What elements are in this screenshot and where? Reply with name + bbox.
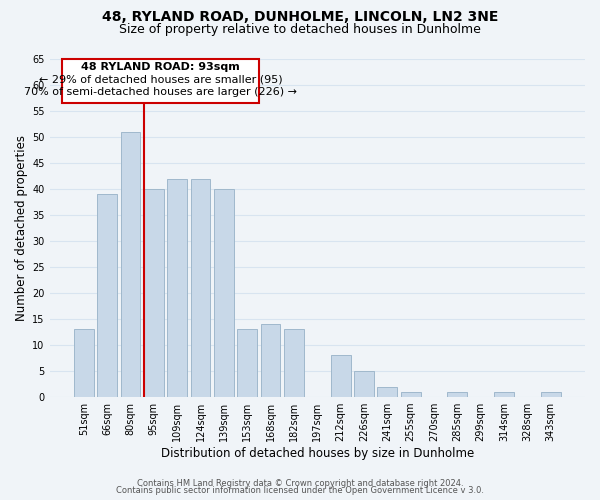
Text: Size of property relative to detached houses in Dunholme: Size of property relative to detached ho… xyxy=(119,22,481,36)
Bar xyxy=(354,371,374,397)
Bar xyxy=(401,392,421,397)
Bar xyxy=(494,392,514,397)
Bar xyxy=(448,392,467,397)
Bar xyxy=(74,330,94,397)
Bar xyxy=(541,392,560,397)
Text: 48, RYLAND ROAD, DUNHOLME, LINCOLN, LN2 3NE: 48, RYLAND ROAD, DUNHOLME, LINCOLN, LN2 … xyxy=(102,10,498,24)
Bar xyxy=(214,189,234,397)
X-axis label: Distribution of detached houses by size in Dunholme: Distribution of detached houses by size … xyxy=(161,447,474,460)
Bar xyxy=(237,330,257,397)
Bar xyxy=(167,178,187,397)
Bar xyxy=(331,356,350,397)
Bar xyxy=(191,178,211,397)
Bar xyxy=(121,132,140,397)
Text: ← 29% of detached houses are smaller (95): ← 29% of detached houses are smaller (95… xyxy=(38,74,282,84)
Bar xyxy=(260,324,280,397)
Bar xyxy=(97,194,117,397)
Bar xyxy=(284,330,304,397)
Text: Contains HM Land Registry data © Crown copyright and database right 2024.: Contains HM Land Registry data © Crown c… xyxy=(137,478,463,488)
Y-axis label: Number of detached properties: Number of detached properties xyxy=(15,135,28,321)
Bar xyxy=(144,189,164,397)
Text: Contains public sector information licensed under the Open Government Licence v : Contains public sector information licen… xyxy=(116,486,484,495)
Bar xyxy=(377,386,397,397)
Text: 48 RYLAND ROAD: 93sqm: 48 RYLAND ROAD: 93sqm xyxy=(81,62,240,72)
Text: 70% of semi-detached houses are larger (226) →: 70% of semi-detached houses are larger (… xyxy=(24,87,297,97)
